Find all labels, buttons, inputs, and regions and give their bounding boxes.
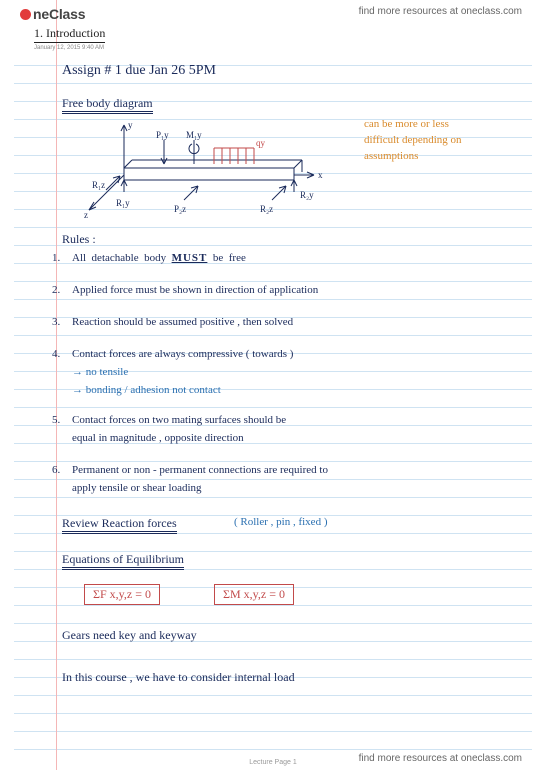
footer-tagline: find more resources at oneclass.com bbox=[359, 753, 522, 764]
axis-x-label: x bbox=[318, 170, 323, 180]
brand-text: neClass bbox=[33, 6, 85, 22]
section-equilibrium: Equations of Equilibrium bbox=[62, 552, 184, 567]
rule-1-a: All detachable body bbox=[72, 252, 172, 264]
label-r1z: R₁z bbox=[92, 180, 105, 190]
rule-2: Applied force must be shown in direction… bbox=[72, 284, 318, 298]
side-note-3: assumptions bbox=[364, 150, 418, 164]
note-page: neClass find more resources at oneclass.… bbox=[14, 0, 532, 770]
footer-page-number: Lecture Page 1 bbox=[249, 759, 296, 766]
rule-2-num: 2. bbox=[52, 284, 60, 298]
section-fbd-label: Free body diagram bbox=[62, 96, 153, 114]
rule-6: Permanent or non - permanent connections… bbox=[72, 464, 328, 478]
label-r2z: R₂z bbox=[260, 204, 273, 214]
margin-rule bbox=[56, 0, 57, 770]
axis-z-label: z bbox=[84, 210, 88, 220]
gears-line: Gears need key and keyway bbox=[62, 628, 197, 643]
eq-sumF-box: ΣF x,y,z = 0 bbox=[84, 584, 160, 605]
rule-5-num: 5. bbox=[52, 414, 60, 428]
rule-1-must: MUST bbox=[172, 252, 208, 264]
side-note-2: difficult depending on bbox=[364, 134, 462, 148]
rule-6-num: 6. bbox=[52, 464, 60, 478]
free-body-diagram: y x z P₁y M₁y qy R₁z R₁y P₂z R₂z R₂y bbox=[74, 120, 344, 220]
rule-1: All detachable body MUST be free bbox=[72, 252, 246, 266]
assignment-line: Assign # 1 due Jan 26 5PM bbox=[62, 62, 216, 80]
label-p2z: P₂z bbox=[174, 204, 186, 214]
header-tagline: find more resources at oneclass.com bbox=[359, 6, 522, 17]
section-fbd: Free body diagram bbox=[62, 96, 153, 111]
axis-y-label: y bbox=[128, 120, 133, 130]
rule-4b: → bonding / adhesion not contact bbox=[72, 384, 221, 398]
page-timestamp: January 12, 2015 9:40 AM bbox=[34, 45, 105, 51]
label-r1y: R₁y bbox=[116, 198, 130, 208]
eq-sum-moments: ΣM x,y,z = 0 bbox=[214, 584, 294, 605]
page-title-block: 1. Introduction January 12, 2015 9:40 AM bbox=[34, 26, 105, 51]
rule-5b: equal in magnitude , opposite direction bbox=[72, 432, 244, 446]
brand-logo: neClass bbox=[20, 6, 85, 22]
rule-1-num: 1. bbox=[52, 252, 60, 266]
rules-header: Rules : bbox=[62, 232, 96, 247]
rule-5: Contact forces on two mating surfaces sh… bbox=[72, 414, 286, 428]
label-r2y: R₂y bbox=[300, 190, 314, 200]
label-m1y: M₁y bbox=[186, 130, 202, 140]
rule-3-num: 3. bbox=[52, 316, 60, 330]
rule-4a: → no tensile bbox=[72, 366, 128, 380]
logo-dot-icon bbox=[20, 9, 31, 20]
section-eq-label: Equations of Equilibrium bbox=[62, 552, 184, 570]
label-qy: qy bbox=[256, 138, 266, 148]
rule-6b: apply tensile or shear loading bbox=[72, 482, 202, 496]
rule-1-b: be free bbox=[207, 252, 245, 264]
eq-sumM-box: ΣM x,y,z = 0 bbox=[214, 584, 294, 605]
section-review-label: Review Reaction forces bbox=[62, 516, 177, 534]
side-note-1: can be more or less bbox=[364, 118, 449, 132]
label-p1y: P₁y bbox=[156, 130, 169, 140]
eq-sum-forces: ΣF x,y,z = 0 bbox=[84, 584, 160, 605]
rule-4-num: 4. bbox=[52, 348, 60, 362]
rule-4: Contact forces are always compressive ( … bbox=[72, 348, 293, 362]
page-title: 1. Introduction bbox=[34, 26, 105, 43]
section-review: Review Reaction forces bbox=[62, 516, 177, 531]
review-note: ( Roller , pin , fixed ) bbox=[234, 516, 327, 530]
last-line: In this course , we have to consider int… bbox=[62, 670, 295, 685]
rule-3: Reaction should be assumed positive , th… bbox=[72, 316, 293, 330]
